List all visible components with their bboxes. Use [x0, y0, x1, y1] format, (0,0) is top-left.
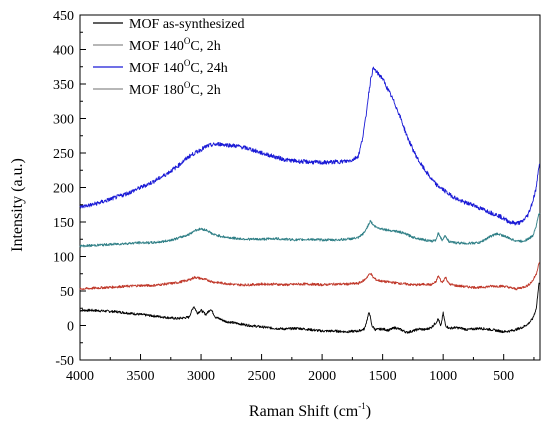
y-axis-label: Intensity (a.u.)	[9, 158, 26, 252]
y-tick-label: 450	[53, 9, 74, 24]
x-axis-label-main: Raman Shift (cm	[249, 403, 359, 420]
x-tick-label: 500	[493, 369, 514, 384]
legend-entry-text: MOF as-synthesized	[129, 17, 245, 32]
y-tick-label: 350	[53, 78, 74, 93]
legend-entry: MOF as-synthesized	[129, 17, 245, 32]
legend-entry-text: MOF 140	[129, 61, 184, 76]
legend-entry-sup: O	[184, 36, 191, 46]
series-line	[79, 262, 540, 291]
series-line	[79, 66, 541, 226]
y-tick-label: 300	[53, 113, 74, 128]
x-tick-label: 4000	[66, 369, 94, 384]
legend-entry-text-end: C, 2h	[190, 39, 220, 54]
legend-entry: MOF 140OC, 2h	[129, 36, 221, 54]
series-line	[79, 282, 541, 334]
legend-entry-text-end: C, 2h	[190, 83, 220, 98]
y-tick-label: 0	[67, 320, 74, 335]
legend-entry-text: MOF 140	[129, 39, 184, 54]
x-tick-label: 3000	[187, 369, 215, 384]
y-tick-label: 100	[53, 251, 74, 266]
x-tick-label: 3500	[127, 369, 155, 384]
x-axis-label-sup: -1	[358, 401, 366, 411]
y-tick-label: 200	[53, 182, 74, 197]
legend-entry: MOF 140OC, 24h	[129, 58, 228, 76]
series-line	[79, 212, 541, 248]
legend-entry: MOF 180OC, 2h	[129, 80, 221, 98]
y-tick-label: 150	[53, 216, 74, 231]
legend-entry-sup: O	[184, 58, 191, 68]
legend-entry-text-end: C, 24h	[190, 61, 227, 76]
y-tick-label: -50	[55, 354, 74, 369]
y-tick-label: 250	[53, 147, 74, 162]
x-tick-label: 2500	[248, 369, 276, 384]
series-layer	[79, 66, 541, 334]
legend-entry-sup: O	[184, 80, 191, 90]
y-tick-label: 400	[53, 44, 74, 59]
legend-entry-text: MOF 180	[129, 83, 184, 98]
x-axis-label-end: )	[366, 403, 371, 420]
x-axis-label: Raman Shift (cm-1)	[249, 401, 371, 420]
ticks-layer: -50 0 50 100 150 200 250 300 350 400 450 4000 3500 30…	[53, 9, 535, 384]
x-tick-label: 1000	[429, 369, 457, 384]
x-tick-label: 1500	[369, 369, 397, 384]
x-tick-label: 2000	[308, 369, 336, 384]
y-tick-label: 50	[60, 285, 74, 300]
